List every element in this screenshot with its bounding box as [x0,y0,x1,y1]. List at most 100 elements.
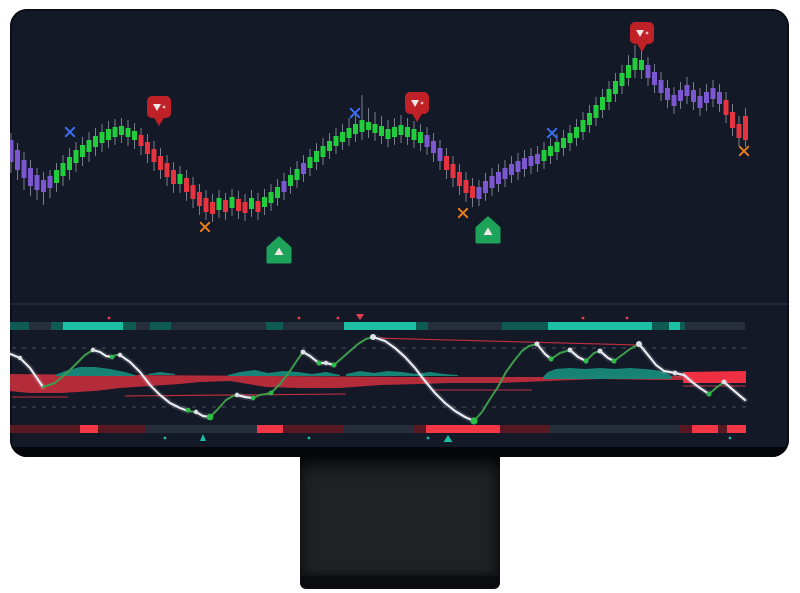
candle-body [561,138,566,148]
candle-body [398,125,404,135]
oscillator-dot-green [583,358,589,364]
oscillator-dot-green [548,356,554,362]
oscillator-line-segment [568,348,588,363]
candle-body [548,146,553,156]
oscillator-dot-green [109,354,115,360]
dot-icon [645,31,649,35]
strip-segment [502,322,548,330]
oscillator-dot-white [636,341,642,347]
oscillator-dot-green [706,391,712,397]
candle-body [210,202,215,214]
candle-body [535,154,540,164]
oscillator-dot-white [597,348,603,354]
candle-body [476,187,482,199]
candle-body [554,142,560,152]
oscillator-line-segment [535,342,553,361]
oscillator-line-segment [708,381,725,395]
candle-body [73,150,79,163]
strip-segment [266,322,283,330]
red-dot-marker [336,316,340,320]
oscillator-line-segment [371,335,476,423]
strip-segment [718,425,727,433]
candle-body [190,185,196,199]
oscillator-dot-white [193,409,199,415]
strip-segment [283,425,343,433]
red-dot-marker [581,316,585,320]
candle-body [691,90,696,102]
x-cross-marker-orange [199,221,211,233]
candle-body [119,126,124,135]
oscillator-line-segment [473,343,538,422]
oscillator-line-segment [91,348,114,359]
sell-signal-pin [405,92,429,122]
candle-body [379,126,384,136]
candle-body [158,156,163,170]
candle-body [717,92,722,104]
strip-segment [171,322,266,330]
candle-body [509,164,514,175]
momentum-strip-top [10,322,745,330]
red-trendline [374,337,641,346]
candle-body [34,175,40,190]
arrow-up-icon [274,247,284,255]
strip-segment [428,322,502,330]
candle-body [268,192,274,203]
oscillator-dot-green [331,362,337,368]
candle-body [80,145,85,157]
candle-body [600,97,605,110]
candle-body [736,124,742,138]
candle-body [723,100,729,115]
strip-segment [727,425,746,433]
oscillator-dot-white [370,334,376,340]
oscillator-dot-green [316,360,322,366]
trading-chart-screen[interactable] [10,9,789,457]
candle-body [639,60,644,70]
candle-body [93,136,98,147]
oscillator-line-segment [209,394,238,418]
strip-segment [652,322,669,330]
candle-body [444,156,449,170]
oscillator-dot-white [672,370,678,376]
teal-dot-marker [426,436,430,440]
oscillator-dot-white [117,352,123,358]
teal-momentum-area [148,372,175,375]
candle-body [203,198,209,212]
strip-segment [692,425,718,433]
candle-body [496,172,501,184]
candle-body [392,127,397,137]
oscillator-line-segment [613,343,640,362]
monitor-frame [10,9,789,457]
red-dot-marker [625,316,629,320]
oscillator-line-segment [42,349,94,388]
strip-segment [680,322,685,330]
candle-body [359,120,365,132]
oscillator-dot-white [90,347,96,353]
candle-body [340,132,345,142]
candle-body [229,197,235,208]
candle-body [99,132,105,143]
strip-segment [51,322,63,330]
candle-body [431,141,436,153]
strip-segment [63,322,123,330]
strip-segment [10,425,80,433]
candle-body [684,85,690,96]
candle-body [171,170,176,184]
candle-body [632,58,638,70]
oscillator-line-segment [333,336,374,366]
red-dot-marker [297,316,301,320]
candle-body [437,148,443,161]
candle-body [262,197,267,207]
momentum-strip-bottom [10,425,746,433]
x-cross-marker-blue [64,126,76,138]
oscillator-dot-green [611,358,617,364]
oscillator-dot-white [567,347,573,353]
strip-segment [680,425,692,433]
candle-body [697,96,703,108]
monitor-stand-neck [300,457,500,576]
candle-body [470,186,475,198]
candle-body [41,180,46,192]
candle-body [502,168,508,179]
candle-body [411,129,417,140]
candle-body [177,174,183,184]
